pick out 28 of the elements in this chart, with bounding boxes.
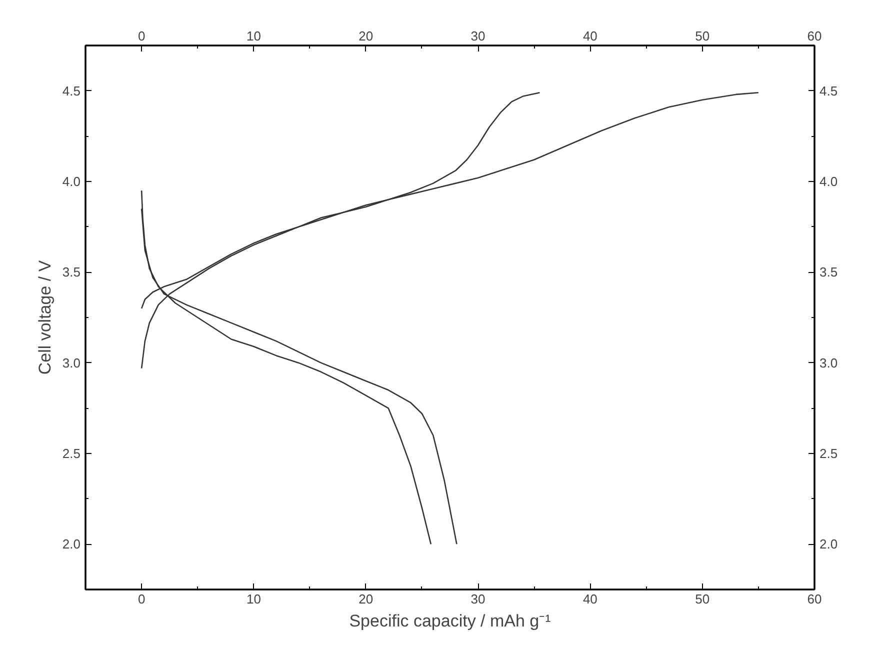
y2-tick-label: 2.0 bbox=[820, 536, 838, 552]
y-tick-label: 3.5 bbox=[62, 264, 81, 280]
x2-tick-label: 50 bbox=[695, 592, 710, 606]
y2-tick-label: 3.0 bbox=[820, 355, 838, 370]
y-tick-label: 4.5 bbox=[62, 83, 81, 98]
y-tick-label: 2.5 bbox=[62, 446, 81, 461]
x2-tick-label: 40 bbox=[582, 592, 598, 606]
x2-tick-label: 10 bbox=[246, 592, 261, 606]
y-tick-label: 4.0 bbox=[62, 174, 81, 189]
x2-tick-label: 20 bbox=[358, 592, 374, 606]
y-axis-title: Cell voltage / V bbox=[35, 260, 54, 375]
y-tick-label: 3.0 bbox=[62, 355, 81, 370]
x-tick-label: 40 bbox=[582, 28, 598, 44]
x2-tick-label: 30 bbox=[470, 592, 486, 606]
x2-tick-label: 60 bbox=[807, 592, 822, 606]
x-tick-label: 50 bbox=[695, 28, 710, 44]
x-tick-label: 30 bbox=[470, 28, 486, 44]
x-axis-title: Specific capacity / mAh g⁻¹ bbox=[349, 612, 552, 630]
y2-tick-label: 2.5 bbox=[820, 446, 838, 461]
x2-tick-label: 0 bbox=[138, 592, 146, 606]
x-tick-label: 20 bbox=[358, 28, 374, 44]
y2-tick-label: 4.0 bbox=[820, 174, 838, 189]
y-tick-label: 2.0 bbox=[62, 536, 81, 552]
x-tick-label: 0 bbox=[138, 28, 146, 44]
x-tick-label: 60 bbox=[807, 28, 822, 44]
y2-tick-label: 3.5 bbox=[820, 264, 838, 280]
x-tick-label: 10 bbox=[246, 28, 261, 44]
y2-tick-label: 4.5 bbox=[820, 83, 838, 98]
